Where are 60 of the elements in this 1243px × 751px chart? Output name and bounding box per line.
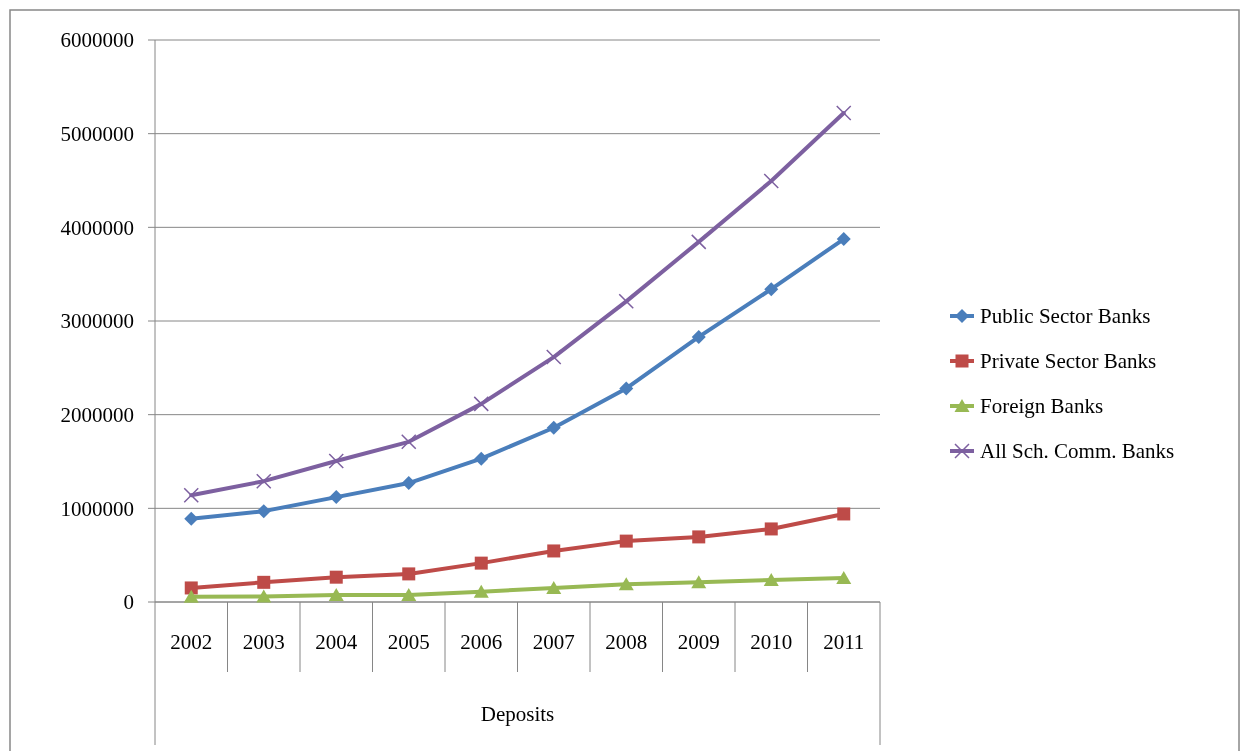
point (473, 396, 489, 412)
x-tick-label: 2007 (532, 630, 575, 655)
point (328, 453, 344, 469)
x-tick-label: 2005 (387, 630, 430, 655)
y-tick-label: 3000000 (60, 309, 134, 334)
point (836, 105, 852, 121)
point (764, 282, 779, 297)
point (546, 420, 561, 435)
y-tick-label: 5000000 (60, 122, 134, 147)
point (401, 587, 417, 601)
point (183, 589, 199, 603)
point (474, 451, 489, 466)
point (546, 349, 562, 365)
point (328, 587, 344, 601)
point (256, 504, 271, 519)
point (401, 434, 417, 450)
y-tick-label: 6000000 (60, 28, 134, 53)
x-tick-label: 2010 (750, 630, 793, 655)
y-tick-label: 4000000 (60, 215, 134, 240)
point (256, 473, 272, 489)
point (618, 577, 634, 591)
point (256, 589, 272, 603)
point (692, 530, 706, 544)
legend-label: Private Sector Banks (980, 349, 1157, 374)
x-tick-label: 2004 (315, 630, 358, 655)
y-tick-label: 1000000 (60, 496, 134, 521)
point (474, 556, 488, 570)
point (619, 534, 633, 548)
point (329, 490, 344, 505)
point (401, 476, 416, 491)
point (763, 572, 779, 586)
point (691, 234, 707, 250)
point (836, 232, 851, 247)
point (547, 544, 561, 558)
x-tick-label: 2003 (242, 630, 285, 655)
y-tick-label: 2000000 (60, 403, 134, 428)
point (691, 329, 706, 344)
x-tick-label: 2009 (677, 630, 720, 655)
point (764, 522, 778, 536)
x-tick-label: 2002 (170, 630, 213, 655)
legend-label: All Sch. Comm. Banks (980, 439, 1175, 464)
point (184, 581, 198, 595)
point (546, 580, 562, 594)
y-tick-label: 0 (123, 590, 134, 615)
point (402, 567, 416, 581)
point (257, 575, 271, 589)
point (184, 511, 199, 526)
x-axis-title: Deposits (480, 702, 555, 727)
point (473, 584, 489, 598)
legend-label: Public Sector Banks (980, 304, 1151, 329)
point (183, 487, 199, 503)
point (837, 507, 851, 521)
x-tick-label: 2011 (823, 630, 865, 655)
legend-label: Foreign Banks (980, 394, 1104, 419)
point (619, 381, 634, 396)
point (836, 571, 852, 585)
point (329, 570, 343, 584)
x-tick-label: 2006 (460, 630, 503, 655)
x-tick-label: 2008 (605, 630, 648, 655)
point (691, 575, 707, 589)
